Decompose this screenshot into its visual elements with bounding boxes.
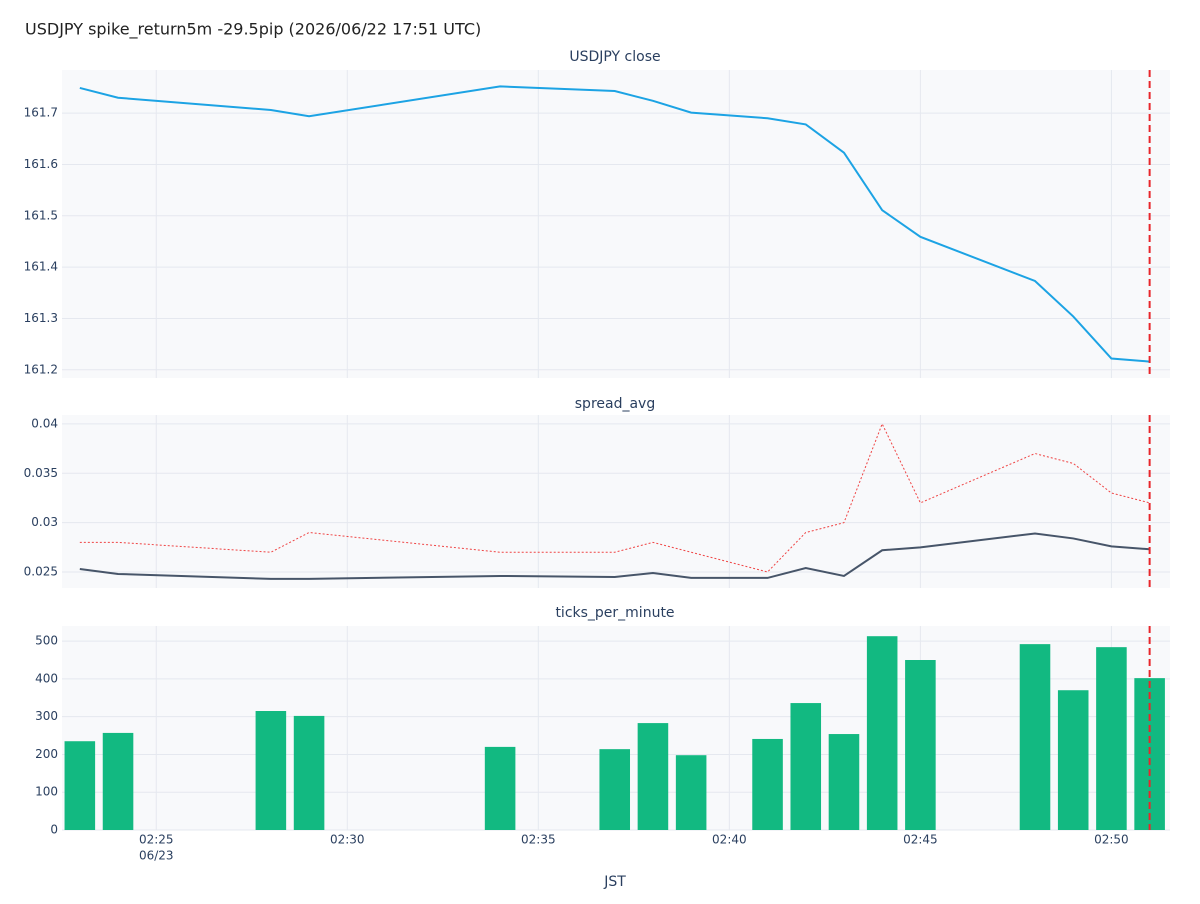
x-tick-label: 02:25 — [139, 833, 174, 847]
y-tick-label: 161.6 — [24, 157, 58, 171]
y-tick-label: 0.03 — [31, 515, 58, 529]
plot-area — [62, 70, 1170, 378]
x-tick-label: 02:40 — [712, 833, 747, 847]
y-tick-label: 161.4 — [24, 260, 58, 274]
chart-title: USDJPY spike_return5m -29.5pip (2026/06/… — [25, 20, 481, 40]
bar — [102, 732, 134, 830]
bar — [828, 734, 860, 830]
subplot-title: USDJPY close — [569, 49, 660, 65]
subplot-title: ticks_per_minute — [555, 605, 674, 621]
y-tick-label: 200 — [35, 747, 58, 761]
y-tick-label: 0 — [50, 823, 58, 837]
bar — [255, 711, 287, 830]
line-series — [79, 422, 1150, 573]
x-tick-label: 02:45 — [903, 833, 938, 847]
y-tick-label: 161.2 — [24, 362, 58, 376]
line-series — [79, 85, 1150, 363]
x-tick-label: 02:30 — [330, 833, 365, 847]
y-tick-label: 0.035 — [24, 466, 58, 480]
y-tick-label: 161.7 — [24, 106, 58, 120]
bar — [637, 723, 669, 830]
bar — [905, 660, 936, 830]
y-tick-label: 0.025 — [24, 565, 58, 579]
y-tick-label: 161.3 — [24, 311, 58, 325]
y-tick-label: 0.04 — [31, 416, 58, 430]
x-date-label: 06/23 — [139, 849, 174, 863]
bar — [1019, 644, 1051, 830]
bar — [1096, 647, 1127, 830]
y-tick-label: 100 — [35, 785, 58, 799]
x-tick-label: 02:35 — [521, 833, 556, 847]
bar — [675, 755, 707, 830]
bar — [484, 746, 516, 830]
bar — [293, 715, 325, 830]
bar — [64, 741, 96, 830]
bar — [752, 738, 783, 830]
x-axis-label: JST — [603, 874, 626, 890]
line-series — [79, 532, 1150, 580]
y-tick-label: 400 — [35, 671, 58, 685]
x-tick-label: 02:50 — [1094, 833, 1129, 847]
y-tick-label: 161.5 — [24, 208, 58, 222]
y-tick-label: 500 — [35, 634, 58, 648]
subplot-title: spread_avg — [575, 396, 655, 412]
bar — [790, 703, 822, 830]
bar — [1057, 690, 1089, 830]
bar — [866, 636, 898, 830]
plot-area — [62, 415, 1170, 588]
bar — [599, 749, 631, 830]
y-tick-label: 300 — [35, 709, 58, 723]
